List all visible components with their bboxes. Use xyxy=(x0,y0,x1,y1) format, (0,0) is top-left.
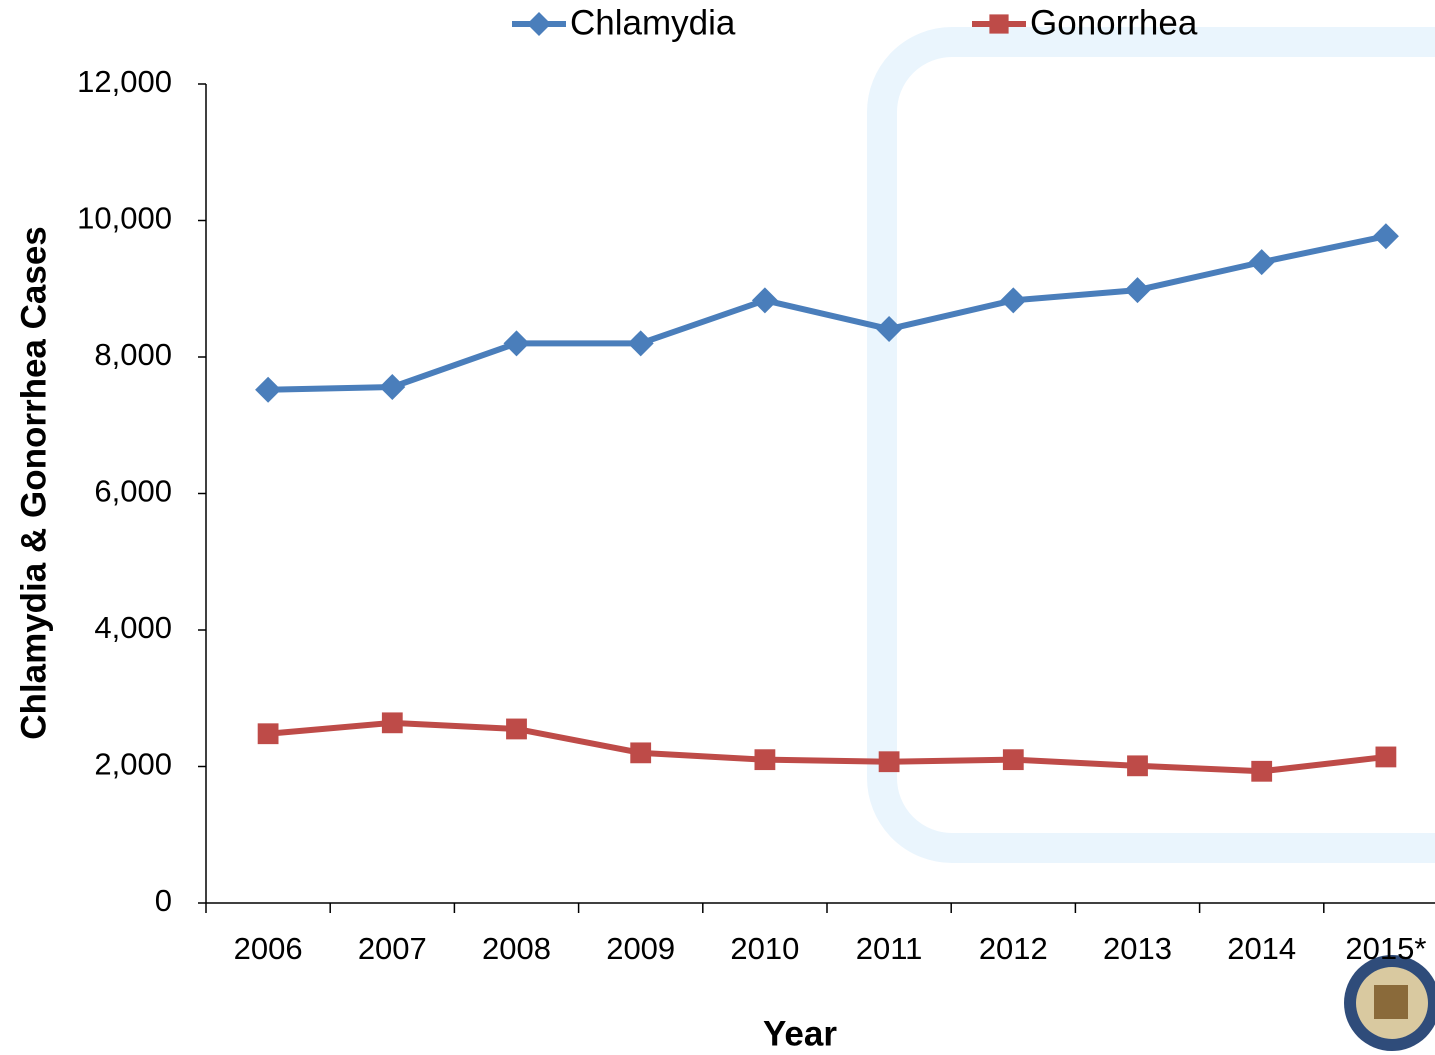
series-line xyxy=(267,719,1387,775)
point xyxy=(751,287,778,314)
point xyxy=(754,749,776,771)
x-tick-label: 2010 xyxy=(730,931,799,966)
y-tick-label: 12,000 xyxy=(77,64,172,99)
point xyxy=(1124,277,1151,304)
point xyxy=(630,742,652,764)
x-tick-label: 2011 xyxy=(856,931,923,966)
point xyxy=(1375,746,1397,768)
point xyxy=(1000,287,1027,314)
y-tick-label: 6,000 xyxy=(94,474,172,509)
y-tick-label: 10,000 xyxy=(77,201,172,236)
point xyxy=(255,376,282,403)
x-tick-label: 2013 xyxy=(1103,931,1172,966)
seal-figure xyxy=(1374,985,1408,1019)
x-tick-label: 2014 xyxy=(1227,931,1296,966)
y-tick-label: 0 xyxy=(155,883,172,918)
y-tick-label: 4,000 xyxy=(94,610,172,645)
point xyxy=(1372,223,1399,250)
point xyxy=(503,330,530,357)
background-decoration xyxy=(867,27,1435,863)
point xyxy=(989,14,1009,34)
point xyxy=(878,751,900,773)
point xyxy=(1127,755,1148,777)
x-tick-label: 2009 xyxy=(606,931,675,966)
y-tick-label: 8,000 xyxy=(94,337,172,372)
point xyxy=(1248,249,1275,276)
y-tick-label: 2,000 xyxy=(94,747,172,782)
point xyxy=(381,712,403,734)
point xyxy=(506,718,527,740)
point xyxy=(1251,760,1273,782)
x-tick-label: 2012 xyxy=(979,931,1048,966)
legend-label: Chlamydia xyxy=(570,3,736,42)
legend-label: Gonorrhea xyxy=(1030,3,1198,42)
point xyxy=(876,316,903,343)
x-tick-label: 2007 xyxy=(358,931,427,966)
point xyxy=(379,374,406,401)
point xyxy=(1002,749,1024,771)
point xyxy=(527,12,551,36)
x-tick-label: 2015* xyxy=(1345,931,1426,966)
x-axis-title: Year xyxy=(763,1014,837,1053)
seal xyxy=(1344,955,1435,1051)
point xyxy=(257,723,279,745)
point xyxy=(627,330,654,357)
y-axis-title: Chlamydia & Gonorrhea Cases xyxy=(14,226,53,740)
x-tick-label: 2008 xyxy=(482,931,551,966)
x-tick-label: 2006 xyxy=(234,931,303,966)
series-line xyxy=(268,233,1387,393)
